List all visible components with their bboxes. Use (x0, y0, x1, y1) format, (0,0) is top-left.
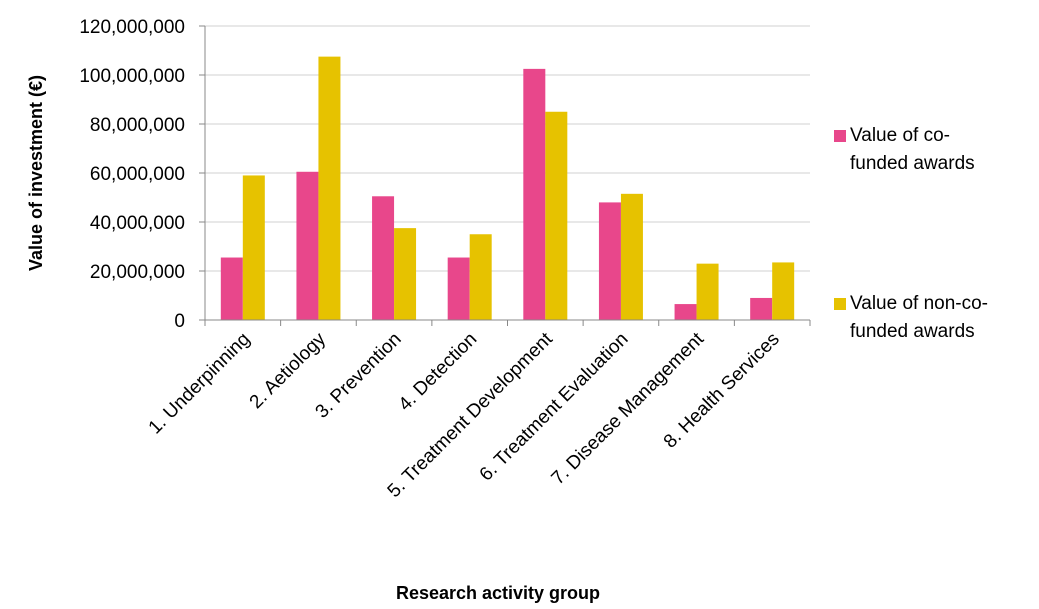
legend-label-non-co-funded-line1: Value of non-co- (850, 293, 989, 314)
bar-non-co-funded[interactable] (469, 234, 492, 320)
legend-label-non-co-funded-line2: funded awards (850, 321, 975, 342)
x-tick-label: 6. Treatment Evaluation (476, 329, 633, 486)
legend-item-non-co-funded[interactable]: Value of non-co- funded awards (828, 290, 1028, 346)
legend-swatch-non-co-funded (834, 298, 846, 310)
x-tick-label: 7. Disease Management (548, 328, 709, 489)
bar-non-co-funded[interactable] (620, 193, 643, 320)
legend-swatch-co-funded (834, 130, 846, 142)
bar-co-funded[interactable] (296, 171, 319, 320)
y-tick-label: 80,000,000 (90, 115, 185, 136)
bars (220, 56, 795, 320)
y-tick-label: 120,000,000 (79, 17, 185, 38)
y-tick-label: 60,000,000 (90, 164, 185, 185)
bar-non-co-funded[interactable] (696, 263, 719, 320)
bar-co-funded[interactable] (750, 297, 773, 320)
y-tick-label: 40,000,000 (90, 213, 185, 234)
legend: Value of co- funded awards Value of non-… (828, 122, 1028, 346)
x-tick-label: 2. Aetiology (246, 328, 331, 413)
legend-item-co-funded[interactable]: Value of co- funded awards (828, 122, 1028, 178)
bar-co-funded[interactable] (447, 257, 470, 320)
bar-co-funded[interactable] (372, 196, 395, 320)
y-tick-labels: 0 20,000,000 40,000,000 60,000,000 80,000,00… (79, 17, 185, 332)
x-tick-label: 1. Underpinning (145, 329, 255, 439)
bar-non-co-funded[interactable] (242, 175, 265, 320)
axes (199, 25, 811, 326)
y-tick-label: 100,000,000 (79, 66, 185, 87)
gridlines (205, 25, 810, 272)
bar-non-co-funded[interactable] (318, 56, 341, 320)
y-tick-label: 20,000,000 (90, 262, 185, 283)
y-axis-title: Value of investment (€) (26, 75, 46, 271)
legend-label-co-funded-line2: funded awards (850, 153, 975, 174)
y-tick-label: 0 (174, 311, 185, 332)
x-axis-title: Research activity group (396, 583, 600, 603)
bar-non-co-funded[interactable] (772, 262, 795, 320)
bar-non-co-funded[interactable] (394, 228, 417, 320)
legend-label-co-funded-line1: Value of co- (850, 125, 950, 146)
bar-non-co-funded[interactable] (545, 111, 568, 320)
bar-co-funded[interactable] (523, 68, 546, 320)
bar-co-funded[interactable] (598, 202, 621, 320)
bar-co-funded[interactable] (220, 257, 243, 320)
bar-co-funded[interactable] (674, 304, 697, 320)
